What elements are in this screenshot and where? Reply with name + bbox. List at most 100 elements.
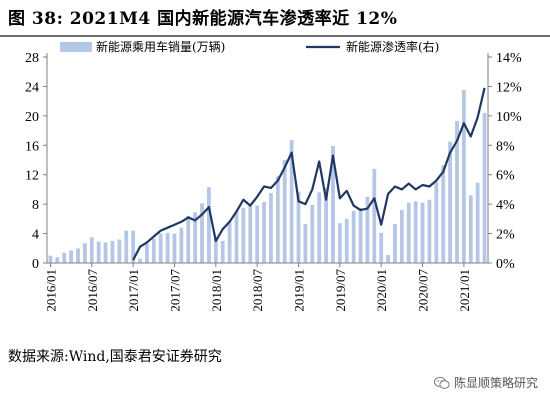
sales-bar (262, 201, 266, 263)
sales-bar (303, 224, 308, 263)
sales-bar (455, 121, 459, 263)
sales-bar (317, 192, 322, 263)
sales-bar (282, 160, 287, 263)
bar-series (48, 90, 487, 263)
sales-bar (248, 206, 253, 263)
sales-bar (145, 243, 149, 263)
left-tick-label: 24 (25, 80, 39, 95)
sales-bar (427, 199, 432, 263)
sales-bar (220, 240, 225, 263)
figure-title: 图 38: 2021M4 国内新能源汽车渗透率近 12% (8, 9, 398, 29)
right-tick-label: 14% (496, 51, 522, 66)
sales-bar (179, 227, 184, 263)
wechat-icon (433, 376, 450, 389)
watermark: 陈显顺策略研究 (433, 374, 538, 391)
sales-bar (172, 233, 177, 263)
sales-bar (337, 223, 342, 263)
sales-bar (420, 202, 425, 263)
sales-bar (269, 193, 273, 263)
sales-bar (186, 215, 191, 263)
left-tick-label: 12 (25, 169, 39, 184)
x-tick-label: 2020/01 (374, 269, 389, 312)
left-axis-ticks: 0 4 8 12 16 20 24 28 (25, 51, 47, 272)
sales-bar (138, 258, 142, 263)
sales-bar (124, 230, 129, 263)
sales-bar (434, 182, 439, 263)
x-tick-label: 2016/01 (43, 269, 58, 312)
sales-bar (193, 212, 198, 263)
right-axis-ticks: 0% 2% 4% 6% 8% 10% 12% 14% (488, 51, 522, 272)
chart-axes (46, 53, 489, 264)
x-tick-label: 2020/07 (416, 269, 431, 312)
sales-bar (213, 237, 218, 263)
legend-line-label: 新能源渗透率(右) (346, 39, 439, 54)
sales-bar (200, 203, 204, 263)
right-tick-label: 6% (496, 169, 515, 184)
sales-bar (393, 224, 397, 263)
x-tick-label: 2021/01 (457, 269, 472, 312)
sales-bar (413, 201, 418, 263)
penetration-line (132, 87, 486, 261)
left-tick-label: 28 (25, 51, 39, 66)
sales-bar (275, 176, 280, 263)
x-tick-label: 2019/01 (292, 269, 307, 312)
x-tick-label: 2017/07 (167, 269, 182, 312)
chart-legend: 新能源乘用车销量(万辆) 新能源渗透率(右) (60, 39, 439, 54)
right-tick-label: 8% (496, 139, 515, 154)
x-tick-label: 2016/07 (85, 269, 100, 312)
sales-bar (399, 210, 404, 263)
right-tick-label: 10% (496, 110, 522, 125)
left-tick-label: 20 (25, 110, 39, 125)
sales-bar (207, 187, 211, 263)
sales-bar (55, 257, 60, 263)
line-series (132, 87, 486, 261)
sales-bar (241, 207, 246, 263)
sales-bar (379, 232, 384, 263)
sales-bar (165, 232, 170, 263)
x-axis-ticks: 2016/01 2016/07 2017/01 2017/07 2018/01 2018/… (43, 263, 472, 312)
sales-bar (448, 141, 452, 263)
sales-bar (234, 211, 239, 263)
sales-bar (344, 218, 349, 263)
sales-bar (461, 90, 466, 263)
right-tick-label: 12% (496, 80, 522, 95)
left-tick-label: 8 (32, 198, 39, 213)
sales-bar (117, 239, 122, 263)
x-tick-label: 2018/01 (209, 269, 224, 312)
sales-bar (103, 242, 108, 263)
source-note: 数据来源:Wind,国泰君安证券研究 (8, 349, 222, 365)
sales-bar (96, 241, 101, 263)
sales-bar (48, 255, 53, 263)
sales-bar (83, 243, 87, 263)
left-tick-label: 0 (32, 257, 39, 272)
right-tick-label: 2% (496, 228, 515, 243)
sales-bar (76, 248, 80, 263)
legend-bar-swatch (60, 42, 92, 52)
sales-bar (158, 233, 163, 263)
x-tick-label: 2018/07 (250, 269, 265, 312)
title-divider (0, 35, 550, 37)
x-tick-label: 2019/07 (333, 269, 348, 312)
sales-bar (358, 207, 363, 263)
right-tick-label: 0% (496, 257, 515, 272)
sales-bar (69, 250, 74, 263)
sales-bar (351, 210, 356, 263)
sales-bar (441, 165, 446, 263)
left-tick-label: 16 (25, 139, 39, 154)
sales-bar (151, 238, 156, 263)
watermark-text: 陈显顺策略研究 (453, 376, 538, 390)
sales-bar (310, 204, 315, 263)
sales-bar (468, 195, 473, 263)
sales-bar (386, 254, 390, 263)
sales-bar (482, 112, 487, 263)
sales-bar (89, 237, 94, 263)
x-tick-label: 2017/01 (126, 269, 141, 312)
sales-bar (289, 140, 294, 263)
sales-bar (406, 202, 411, 263)
sales-bar (296, 191, 301, 263)
sales-bar (110, 240, 115, 263)
sales-bar (475, 182, 480, 263)
sales-bar (255, 205, 260, 263)
left-tick-label: 4 (32, 228, 39, 243)
sales-bar (331, 146, 335, 263)
